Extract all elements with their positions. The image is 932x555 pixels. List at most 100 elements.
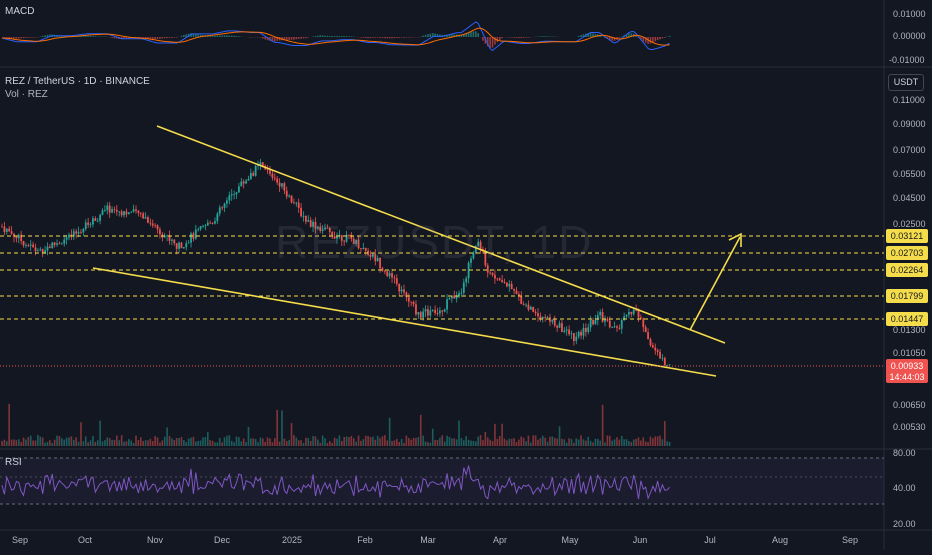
volume-bar [609,436,611,446]
macd-tick-label: 0.01000 [893,9,926,19]
macd-histogram-bar [85,36,87,37]
candle-body [549,317,551,322]
x-tick-label: Mar [420,535,436,545]
volume-bar [147,440,149,446]
candle-body [262,162,264,165]
candle-body [166,235,168,236]
volume-bar [408,438,410,446]
candle-body [461,293,463,294]
candle-body [87,223,89,225]
candle-body [61,244,63,245]
volume-bar [501,424,503,446]
volume-bar [25,439,27,446]
candle-body [449,298,451,299]
candle-body [453,296,455,299]
volume-bar [114,440,116,446]
macd-histogram-bar [528,37,530,38]
macd-histogram-bar [197,34,199,37]
candle-body [102,210,104,215]
candle-body [250,173,252,179]
macd-histogram-bar [489,37,491,48]
candle-body [200,226,202,229]
volume-bar [482,440,484,446]
macd-histogram-bar [185,34,187,37]
volume-bar [264,442,266,446]
macd-histogram-bar [18,37,20,39]
volume-bar [181,437,183,446]
volume-bar [523,438,525,446]
volume-bar [190,438,192,446]
candle-body [245,181,247,184]
candle-body [547,317,549,318]
macd-histogram-bar [329,36,331,37]
volume-bar [334,438,336,446]
macd-histogram-bar [516,37,518,38]
candle-body [1,227,3,228]
candle-body [104,210,106,211]
candle-body [611,327,613,328]
candle-body [281,183,283,186]
candle-body [114,209,116,210]
candle-body [623,316,625,320]
volume-bar [473,441,475,446]
volume-bar [487,437,489,446]
volume-bar [659,436,661,446]
currency-button[interactable]: USDT [888,74,924,91]
macd-histogram-bar [159,37,161,39]
volume-bar [11,440,13,446]
macd-histogram-bar [298,37,300,39]
volume-bar [272,442,274,446]
volume-bar [415,438,417,446]
macd-histogram-bar [274,37,276,41]
volume-bar [305,438,307,446]
candle-body [135,209,137,210]
price-tick-label: 0.01050 [893,348,926,358]
candle-body [578,332,580,337]
volume-bar [355,442,357,446]
macd-histogram-bar [181,36,183,37]
macd-histogram-bar [334,36,336,37]
volume-bar [461,438,463,446]
volume-bar [260,438,262,446]
volume-bar [463,440,465,446]
volume-bar [286,441,288,446]
macd-histogram-bar [406,37,408,38]
macd-histogram-bar [28,37,30,38]
macd-histogram-bar [233,36,235,37]
candle-body [568,330,570,335]
macd-histogram-bar [492,37,494,48]
candle-body [18,235,20,238]
volume-bar [391,441,393,446]
macd-histogram-bar [499,37,501,40]
candle-body [154,225,156,226]
volume-bar [420,415,422,446]
candle-body [441,310,443,311]
candle-body [432,310,434,311]
macd-histogram-bar [214,36,216,37]
candle-body [159,229,161,234]
volume-bar [434,440,436,446]
macd-histogram-bar [518,37,520,38]
volume-bar [549,437,551,446]
candle-body [575,337,577,341]
macd-histogram-bar [42,36,44,37]
volume-bar [458,421,460,446]
volume-bar [370,437,372,446]
candle-body [147,217,149,223]
volume-bar [173,440,175,446]
volume-bar [85,436,87,446]
macd-histogram-bar [540,36,542,37]
candle-body [15,237,17,238]
symbol-watermark: REZUSDT, 1D [275,215,593,269]
macd-histogram-bar [162,37,164,39]
volume-bar [145,440,147,446]
candle-body [27,245,29,246]
volume-bar [39,437,41,446]
macd-histogram-bar [401,37,403,38]
macd-histogram-bar [231,36,233,37]
candle-body [645,327,647,332]
volume-bar [176,438,178,446]
volume-bar [573,443,575,446]
macd-histogram-bar [348,36,350,37]
